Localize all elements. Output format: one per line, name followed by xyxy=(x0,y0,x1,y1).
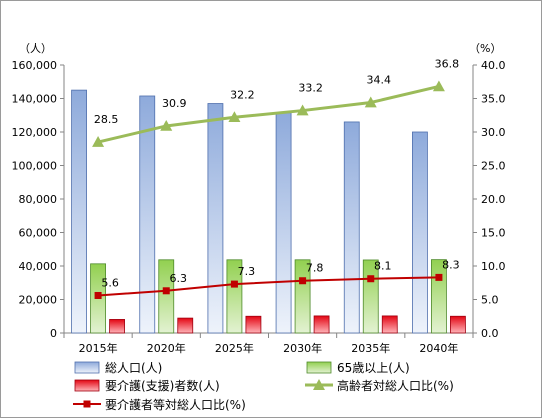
bar-2-5 xyxy=(450,315,466,334)
bar-0-1 xyxy=(139,95,156,334)
bars-layer xyxy=(71,89,466,334)
legend-label-2: 要介護(支援)者数(人) xyxy=(105,378,220,393)
y-axis-right-unit: （%） xyxy=(469,42,501,55)
data-label: 7.3 xyxy=(238,265,256,278)
x-axis-category-label: 2020年 xyxy=(147,341,186,355)
legend-label-0: 総人口(人) xyxy=(105,361,162,375)
marker-triangle-4 xyxy=(364,96,377,108)
legend-marker-4 xyxy=(83,400,91,408)
bar-0-3 xyxy=(275,112,292,334)
data-label: 6.3 xyxy=(170,272,188,285)
y-axis-right-tick-label: 35.0 xyxy=(481,93,506,106)
marker-square-0 xyxy=(94,291,102,299)
data-label: 5.6 xyxy=(101,276,119,289)
y-axis-left-tick-label: 100,000 xyxy=(12,160,58,173)
marker-triangle-2 xyxy=(228,111,241,123)
bar-2-4 xyxy=(381,315,398,334)
legend-label-1: 65歳以上(人) xyxy=(337,361,410,375)
legend-label-4: 要介護者等対総人口比(%) xyxy=(105,397,246,412)
marker-square-3 xyxy=(299,277,307,285)
legend-marker-3 xyxy=(313,379,325,390)
data-label: 32.2 xyxy=(230,88,255,101)
legend-label-3: 高齢者対総人口比(%) xyxy=(337,378,454,393)
y-axis-right-tick-label: 30.0 xyxy=(481,126,506,139)
bar-2-3 xyxy=(313,315,330,334)
marker-triangle-5 xyxy=(432,80,445,92)
marker-triangle-1 xyxy=(160,119,173,131)
y-axis-right-tick-label: 25.0 xyxy=(481,160,506,173)
y-axis-left-tick-label: 40,000 xyxy=(19,260,58,273)
y-axis-right-tick-label: 20.0 xyxy=(481,193,506,206)
x-axis-category-label: 2025年 xyxy=(215,341,254,355)
y-axis-right-tick-label: 0.0 xyxy=(481,327,499,340)
bar-1-3 xyxy=(294,259,311,334)
lines-layer xyxy=(92,80,445,299)
legend: 総人口(人) 65歳以上(人) 要介護(支援)者数(人) 高齢者対総人口比(%) 要介護… xyxy=(73,361,454,412)
legend-swatch-2 xyxy=(74,379,100,392)
line-series-3 xyxy=(97,84,440,144)
bar-1-2 xyxy=(226,259,243,334)
data-label: 34.4 xyxy=(367,74,392,87)
data-label: 8.1 xyxy=(374,260,392,273)
bar-2-1 xyxy=(177,317,194,334)
marker-triangle-3 xyxy=(296,104,309,116)
bar-0-0 xyxy=(71,89,87,334)
bar-2-0 xyxy=(109,319,125,334)
y-axis-left-tick-label: 140,000 xyxy=(12,93,58,106)
data-label: 7.8 xyxy=(306,262,324,275)
bar-0-5 xyxy=(412,131,428,334)
y-axis-left-tick-label: 0 xyxy=(50,327,57,340)
bar-0-4 xyxy=(343,121,360,334)
y-axis-left-tick-label: 20,000 xyxy=(19,294,58,307)
y-axis-left-tick-label: 80,000 xyxy=(19,193,58,206)
y-axis-right-tick-label: 15.0 xyxy=(481,227,506,240)
y-axis-left-tick-label: 120,000 xyxy=(12,126,58,139)
bar-1-1 xyxy=(158,259,175,334)
x-axis-category-label: 2030年 xyxy=(283,341,322,355)
data-label: 30.9 xyxy=(162,97,187,110)
labels-layer: 28.5 30.9 32.2 33.2 34.4 36.8 5.6 6.3 7.3 7.8 8.1 8… xyxy=(94,57,460,289)
marker-square-4 xyxy=(367,275,375,283)
axes-layer: 0 20,000 40,000 60,000 80,000 100,000 120,000 1… xyxy=(12,42,506,355)
bar-2-2 xyxy=(245,315,262,334)
y-axis-right-tick-label: 5.0 xyxy=(481,294,499,307)
marker-square-5 xyxy=(435,273,443,281)
y-axis-right-tick-label: 40.0 xyxy=(481,59,506,72)
y-axis-left-tick-label: 60,000 xyxy=(19,227,58,240)
y-axis-left-tick-label: 160,000 xyxy=(12,59,58,72)
data-label: 28.5 xyxy=(94,113,119,126)
legend-swatch-0 xyxy=(74,361,100,374)
marker-square-2 xyxy=(230,280,238,288)
data-label: 36.8 xyxy=(435,57,460,70)
marker-triangle-0 xyxy=(92,136,105,147)
legend-swatch-1 xyxy=(306,361,332,374)
data-label: 33.2 xyxy=(298,82,323,95)
x-axis-category-label: 2035年 xyxy=(351,341,390,355)
y-axis-right-tick-label: 10.0 xyxy=(481,260,506,273)
x-axis-category-label: 2040年 xyxy=(419,341,458,355)
data-label: 8.3 xyxy=(442,258,460,271)
x-axis-category-label: 2015年 xyxy=(79,341,118,355)
line-series-4 xyxy=(98,276,439,297)
y-axis-left-unit: （人） xyxy=(19,42,52,55)
marker-square-1 xyxy=(162,287,170,295)
bar-0-2 xyxy=(207,103,224,334)
